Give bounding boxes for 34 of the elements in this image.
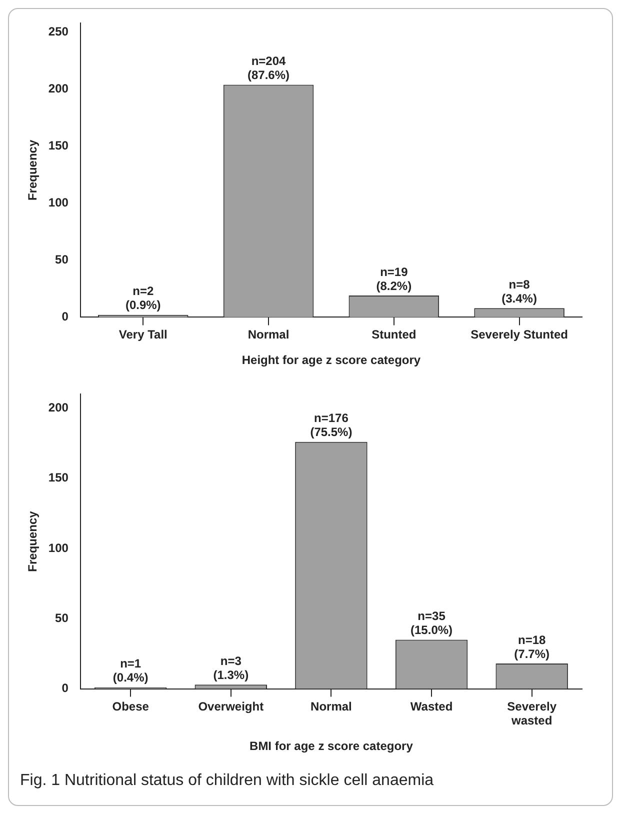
data-label: n=2 (0.9%) <box>125 284 161 312</box>
y-tick-label: 200 <box>48 400 69 415</box>
x-tick-label: Normal <box>248 328 290 342</box>
y-tick-label: 150 <box>48 470 69 485</box>
x-tick-label: Obese <box>112 699 150 714</box>
y-tick-label: 0 <box>62 310 69 324</box>
data-label: n=35 (15.0%) <box>410 609 453 638</box>
y-tick-label: 250 <box>48 24 69 39</box>
y-tick-label: 0 <box>62 681 69 696</box>
x-axis-title: Height for age z score category <box>242 353 421 368</box>
x-tick-label: Stunted <box>372 328 416 342</box>
x-tick-label: Overweight <box>198 699 264 714</box>
x-tick-label: Very Tall <box>118 328 168 342</box>
y-tick-label: 150 <box>48 138 69 153</box>
x-tick-label: Wasted <box>410 699 453 714</box>
data-label: n=1 (0.4%) <box>112 656 148 685</box>
x-axis-title: BMI for age z score category <box>250 739 414 754</box>
y-axis-title: Frequency <box>26 140 40 201</box>
y-tick-label: 200 <box>48 82 69 96</box>
x-tick-label: Severely Stunted <box>470 328 568 342</box>
y-tick-label: 100 <box>48 196 69 210</box>
data-label: n=8 (3.4%) <box>502 277 537 306</box>
data-label: n=3 (1.3%) <box>213 654 249 682</box>
y-tick-label: 50 <box>55 610 69 625</box>
data-label: n=19 (8.2%) <box>376 264 412 293</box>
data-label: n=18 (7.7%) <box>514 632 550 661</box>
caption: Fig. 1 Nutritional status of children with sickle cell anaemia <box>20 772 434 790</box>
data-label: n=204 (87.6%) <box>248 54 290 82</box>
x-tick-label: Normal <box>310 699 352 714</box>
y-tick-label: 100 <box>48 540 69 555</box>
y-tick-label: 50 <box>55 252 69 267</box>
data-label: n=176 (75.5%) <box>310 411 352 440</box>
y-axis-title: Frequency <box>26 510 40 572</box>
x-tick-label: Severely wasted <box>507 699 557 728</box>
